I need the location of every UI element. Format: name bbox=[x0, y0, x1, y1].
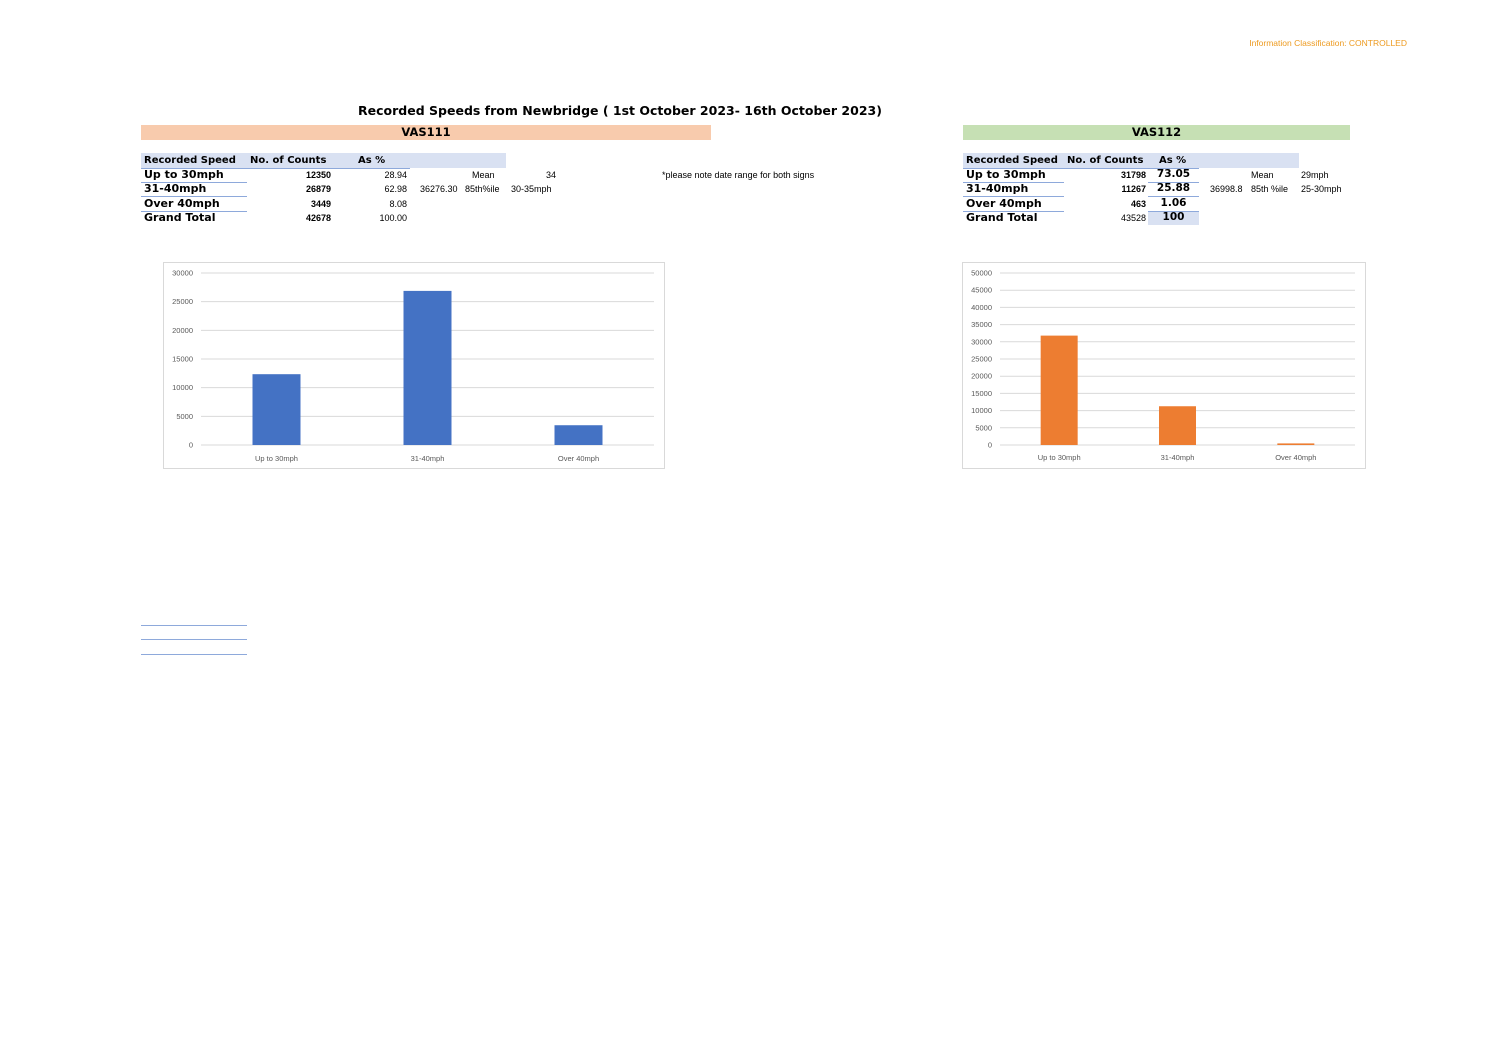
table-row-label: 31-40mph bbox=[144, 182, 207, 195]
table-row-label: 31-40mph bbox=[966, 182, 1029, 195]
p85-label: 85th %ile bbox=[1251, 184, 1289, 194]
vas111-header-band: VAS111 bbox=[141, 125, 711, 140]
divider-line bbox=[141, 639, 247, 640]
header-recorded-speed: Recorded Speed bbox=[966, 155, 1058, 166]
y-tick-label: 5000 bbox=[176, 412, 193, 421]
header-as-percent: As % bbox=[1159, 155, 1187, 166]
header-no-of-counts: No. of Counts bbox=[250, 155, 327, 166]
y-tick-label: 40000 bbox=[971, 303, 992, 312]
p85-value: 30-35mph bbox=[511, 184, 552, 194]
y-tick-label: 5000 bbox=[975, 423, 992, 432]
y-tick-label: 15000 bbox=[172, 355, 193, 364]
divider-line bbox=[141, 625, 247, 626]
table-row-count: 12350 bbox=[305, 170, 331, 180]
y-tick-label: 0 bbox=[988, 441, 992, 450]
vas111-bar-chart: 0 5000 10000 15000 20000 25000 30000 Up to 30mp… bbox=[163, 262, 665, 469]
y-tick-label: 0 bbox=[189, 441, 193, 450]
divider-line bbox=[141, 654, 247, 655]
table-row-percent: 8.08 bbox=[389, 199, 407, 209]
date-range-note: *please note date range for both signs bbox=[662, 170, 815, 180]
vas112-header-band: VAS112 bbox=[963, 125, 1350, 140]
x-tick-label: 31-40mph bbox=[1161, 453, 1195, 462]
grand-total-label: Grand Total bbox=[966, 211, 1038, 224]
table-row-percent: 25.88 bbox=[1156, 182, 1191, 194]
header-recorded-speed: Recorded Speed bbox=[144, 155, 236, 166]
bar bbox=[1040, 335, 1078, 445]
bar bbox=[1159, 406, 1196, 445]
y-tick-label: 25000 bbox=[971, 355, 992, 364]
table-row-percent: 28.94 bbox=[384, 170, 407, 180]
mean-label: Mean bbox=[1251, 170, 1274, 180]
grand-total-count: 42678 bbox=[305, 213, 331, 223]
vas112-chart-svg: 0 5000 10000 15000 20000 25000 30000 35000 40000… bbox=[971, 269, 1355, 462]
bar bbox=[1277, 443, 1315, 445]
vas112-table: Recorded Speed No. of Counts As % Up to … bbox=[963, 153, 1363, 233]
grand-total-count: 43528 bbox=[1120, 213, 1146, 223]
vas112-table-header: Recorded Speed No. of Counts As % bbox=[963, 153, 1299, 168]
bar bbox=[554, 425, 603, 445]
report-title: Recorded Speeds from Newbridge ( 1st Oct… bbox=[358, 103, 882, 118]
vas112-bar-chart: 0 5000 10000 15000 20000 25000 30000 35000 40000… bbox=[962, 262, 1366, 469]
y-tick-label: 30000 bbox=[172, 269, 193, 278]
y-tick-label: 20000 bbox=[172, 326, 193, 335]
y-tick-label: 20000 bbox=[971, 372, 992, 381]
grand-total-percent: 100 bbox=[1162, 211, 1185, 223]
y-tick-label: 15000 bbox=[971, 389, 992, 398]
x-tick-label: Over 40mph bbox=[558, 454, 599, 463]
p85-value: 25-30mph bbox=[1301, 184, 1342, 194]
table-row-label: Over 40mph bbox=[144, 197, 220, 210]
vas111-table: Recorded Speed No. of Counts As % Up to … bbox=[141, 153, 741, 233]
x-tick-label: Over 40mph bbox=[1275, 453, 1316, 462]
table-row-label: Over 40mph bbox=[966, 197, 1042, 210]
bar bbox=[403, 290, 452, 445]
information-classification: Information Classification: CONTROLLED bbox=[1249, 38, 1407, 48]
p85-raw: 36276.30 bbox=[420, 184, 458, 194]
table-row-count: 26879 bbox=[305, 184, 331, 194]
table-row-count: 463 bbox=[1130, 199, 1146, 209]
y-tick-label: 25000 bbox=[172, 297, 193, 306]
x-tick-label: Up to 30mph bbox=[1038, 453, 1081, 462]
vas111-chart-svg: 0 5000 10000 15000 20000 25000 30000 Up to 30mp… bbox=[172, 269, 654, 463]
table-row-count: 31798 bbox=[1120, 170, 1146, 180]
y-tick-label: 50000 bbox=[971, 269, 992, 278]
x-tick-label: Up to 30mph bbox=[255, 454, 298, 463]
mean-label: Mean bbox=[472, 170, 495, 180]
grand-total-percent: 100.00 bbox=[379, 213, 407, 223]
y-tick-label: 10000 bbox=[172, 383, 193, 392]
table-row-label: Up to 30mph bbox=[144, 168, 224, 181]
header-no-of-counts: No. of Counts bbox=[1067, 155, 1144, 166]
bar bbox=[252, 374, 301, 445]
p85-label: 85th%ile bbox=[465, 184, 500, 194]
x-tick-label: 31-40mph bbox=[411, 454, 445, 463]
header-as-percent: As % bbox=[358, 155, 386, 166]
grand-total-label: Grand Total bbox=[144, 211, 216, 224]
table-row-percent: 62.98 bbox=[384, 184, 407, 194]
mean-value: 29mph bbox=[1301, 170, 1329, 180]
mean-value: 34 bbox=[546, 170, 557, 180]
y-tick-label: 30000 bbox=[971, 337, 992, 346]
y-tick-label: 10000 bbox=[971, 406, 992, 415]
p85-raw: 36998.8 bbox=[1210, 184, 1243, 194]
table-row-percent: 73.05 bbox=[1156, 168, 1191, 180]
y-tick-label: 35000 bbox=[971, 320, 992, 329]
table-row-count: 3449 bbox=[310, 199, 331, 209]
table-row-percent: 1.06 bbox=[1160, 197, 1187, 209]
table-row-label: Up to 30mph bbox=[966, 168, 1046, 181]
table-row-count: 11267 bbox=[1121, 184, 1146, 194]
vas111-table-header: Recorded Speed No. of Counts As % bbox=[141, 153, 506, 168]
y-tick-label: 45000 bbox=[971, 286, 992, 295]
